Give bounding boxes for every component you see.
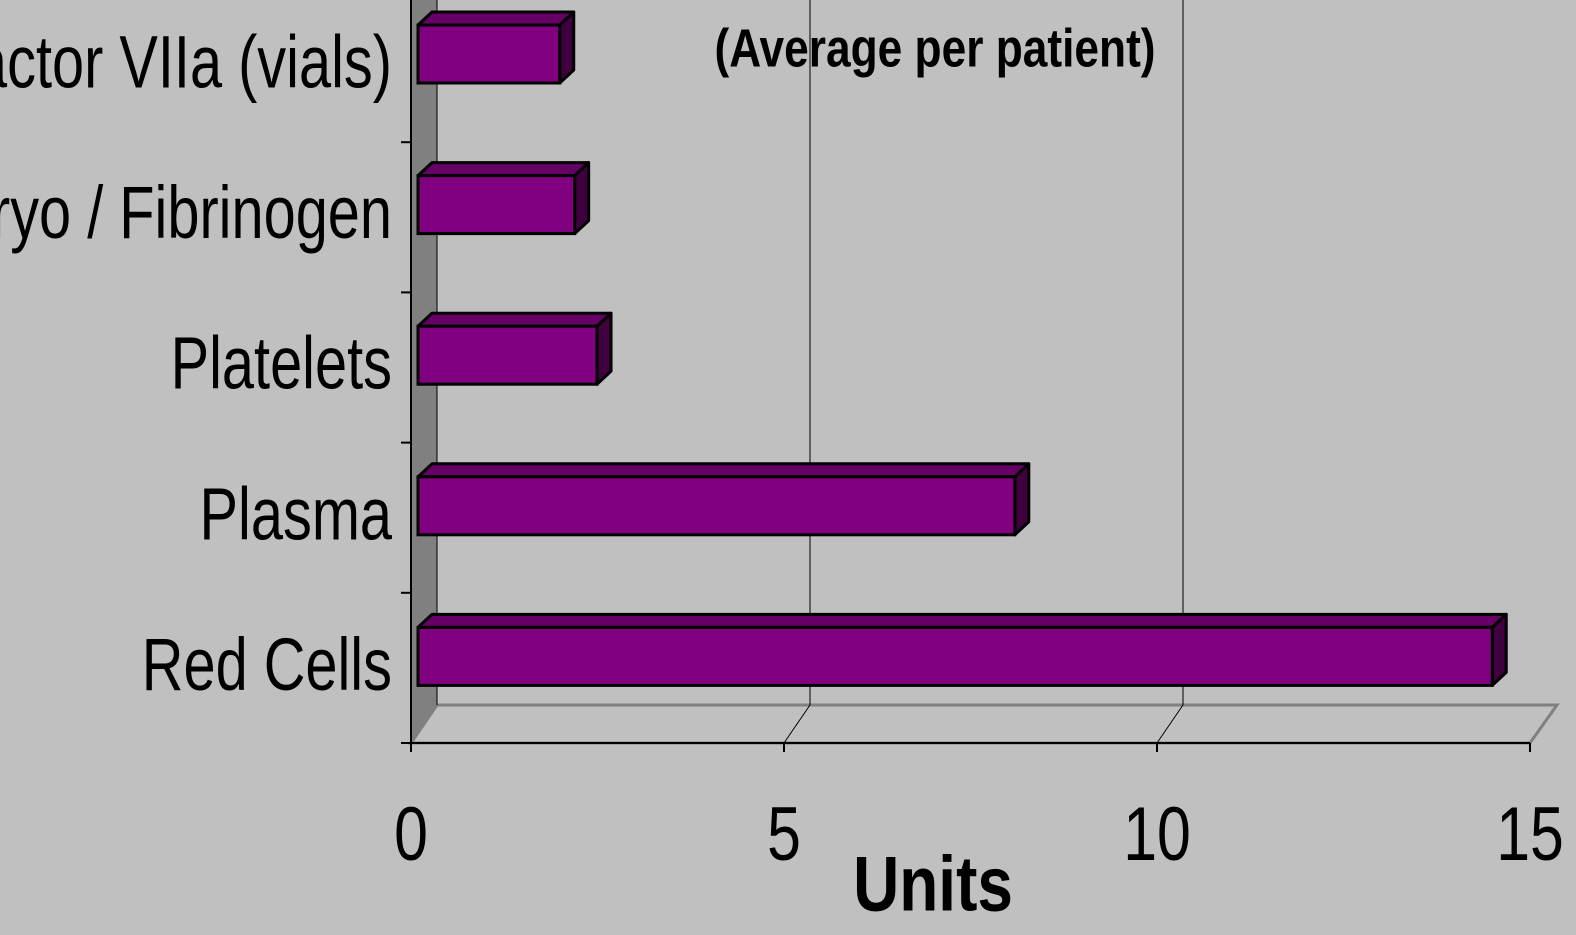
- bar: [416, 324, 599, 386]
- y-tick-label: Plasma: [200, 474, 393, 557]
- y-tick-label: Factor VIIa (vials): [0, 22, 392, 105]
- x-tick-label: 5: [767, 792, 801, 877]
- x-tick-label: 10: [1123, 792, 1191, 877]
- bar-top: [416, 462, 1031, 479]
- bar: [416, 475, 1017, 537]
- x-tick-label: 15: [1496, 792, 1564, 877]
- y-tick-label: Platelets: [171, 323, 392, 406]
- bar-side: [1490, 612, 1508, 687]
- bar-side: [595, 311, 613, 386]
- bar-top: [416, 612, 1508, 629]
- x-axis-label: Units: [853, 841, 1013, 928]
- bar: [416, 23, 562, 85]
- floor-grid-line: [1156, 704, 1184, 744]
- bar: [416, 625, 1494, 687]
- bar-top: [416, 311, 613, 328]
- x-tick-label: 0: [394, 792, 428, 877]
- subtitle: (Average per patient): [714, 18, 1155, 78]
- y-tick-label: Cryo / Fibrinogen: [0, 172, 392, 255]
- bar-top: [416, 161, 591, 178]
- floor: [408, 703, 1560, 745]
- bar-side: [558, 10, 576, 85]
- bar-top: [416, 10, 576, 27]
- y-tick-label: Red Cells: [142, 624, 392, 707]
- bar: [416, 174, 577, 236]
- bar-side: [573, 161, 591, 236]
- bar-side: [1013, 462, 1031, 537]
- floor-grid-line: [783, 704, 811, 744]
